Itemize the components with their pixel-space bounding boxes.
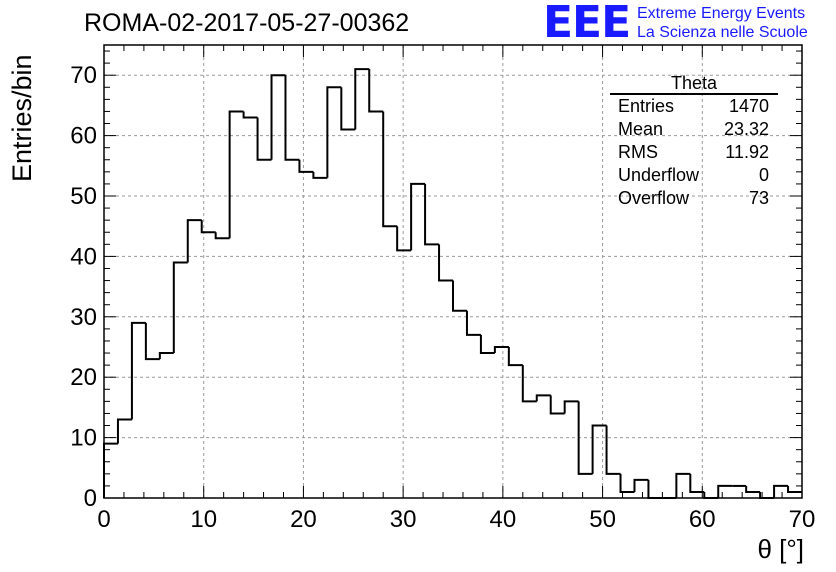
stats-value: 73 (748, 188, 769, 208)
stats-label: Mean (618, 119, 664, 139)
histogram-bin (340, 87, 356, 131)
histogram-bin (424, 183, 440, 246)
logo-line-1: Extreme Energy Events (637, 5, 806, 22)
histogram-bin (382, 111, 398, 228)
histogram-bin (479, 334, 495, 355)
stats-label: Overflow (618, 188, 690, 208)
x-tick-label: 10 (190, 506, 217, 533)
histogram-bin (228, 110, 244, 239)
stats-box: Theta Entries 1470 Mean 23.32 RMS 11.92 … (610, 74, 778, 210)
histogram-bin (633, 478, 649, 492)
histogram-bin (787, 485, 802, 493)
histogram-bin (717, 484, 733, 498)
histogram-bin (745, 485, 761, 493)
stats-row-entries: Entries 1470 (610, 95, 778, 118)
y-tick-label: 70 (70, 62, 97, 89)
x-tick-label: 50 (589, 506, 616, 533)
histogram-bin (312, 171, 328, 179)
eee-logo-text: Extreme Energy Events La Scienza nelle S… (637, 4, 808, 42)
run-title: ROMA-02-2017-05-27-00362 (84, 9, 410, 37)
histogram-bin (535, 394, 551, 402)
histogram-bin (368, 69, 384, 113)
histogram-bin (773, 484, 789, 498)
histogram-bin (172, 261, 188, 354)
eee-logo: EEE (543, 0, 631, 48)
histogram-bin (507, 347, 523, 367)
histogram-bin (605, 425, 621, 475)
stats-label: Underflow (618, 165, 700, 185)
y-tick-label: 30 (70, 304, 97, 331)
histogram-bin (354, 68, 370, 130)
histogram-bin (130, 321, 146, 420)
histogram-bin (158, 352, 174, 360)
x-tick-label: 0 (97, 506, 110, 533)
stats-value: 0 (758, 165, 769, 185)
histogram-bin (186, 219, 202, 263)
histogram-bin (521, 365, 537, 403)
x-tick-label: 20 (290, 506, 317, 533)
y-tick-label: 50 (70, 183, 97, 210)
stats-value: 23.32 (723, 119, 769, 139)
histogram-bin (284, 75, 300, 161)
histogram-bin (452, 280, 467, 312)
y-tick-label: 0 (84, 485, 97, 512)
histogram-bin (116, 418, 132, 444)
histogram-bin (591, 424, 607, 474)
histogram-bin (647, 479, 663, 499)
histogram-bin (270, 74, 286, 160)
stats-row-overflow: Overflow 73 (610, 187, 778, 210)
x-tick-label: 60 (689, 506, 716, 533)
histogram-bin (438, 244, 453, 282)
y-tick-label: 60 (70, 123, 97, 150)
stats-label: RMS (618, 142, 658, 162)
histogram-bin (298, 159, 314, 173)
histogram-bin (326, 86, 342, 178)
histogram-bin (465, 310, 481, 336)
histogram-bin (103, 442, 118, 498)
histogram-bin (214, 232, 230, 240)
histogram-bin (256, 117, 272, 161)
histogram-bin (200, 220, 216, 234)
stats-label: Entries (618, 96, 675, 116)
stats-row-underflow: Underflow 0 (610, 164, 778, 187)
histogram-bin (619, 473, 635, 493)
y-tick-label: 20 (70, 364, 97, 391)
y-tick-label: 40 (70, 243, 97, 270)
histogram-bin (703, 491, 719, 499)
y-tick-label: 10 (70, 425, 97, 452)
histogram-bin (493, 346, 509, 354)
stats-value: 1470 (728, 96, 769, 116)
x-axis-label: θ [°] (757, 534, 804, 564)
histogram-bin (242, 111, 258, 119)
x-tick-label: 40 (490, 506, 517, 533)
stats-title: Theta (670, 73, 718, 93)
logo-line-2: La Scienza nelle Scuole (637, 24, 808, 41)
stats-row-mean: Mean 23.32 (610, 118, 778, 141)
histogram-bin (144, 322, 160, 361)
histogram-bin (689, 473, 705, 493)
histogram-bin (410, 182, 426, 251)
x-tick-label: 30 (390, 506, 417, 533)
histogram-bin (396, 226, 412, 252)
histogram-bin (563, 400, 579, 414)
x-tick-label: 70 (789, 506, 816, 533)
stats-value: 11.92 (725, 142, 769, 162)
stats-title-rule (610, 93, 778, 95)
y-axis-label: Entries/bin (7, 54, 37, 182)
stats-row-rms: RMS 11.92 (610, 141, 778, 164)
plot-frame (103, 44, 803, 499)
histogram-bin (577, 401, 593, 475)
histogram-bin (675, 472, 691, 498)
histogram-bin (549, 395, 565, 415)
